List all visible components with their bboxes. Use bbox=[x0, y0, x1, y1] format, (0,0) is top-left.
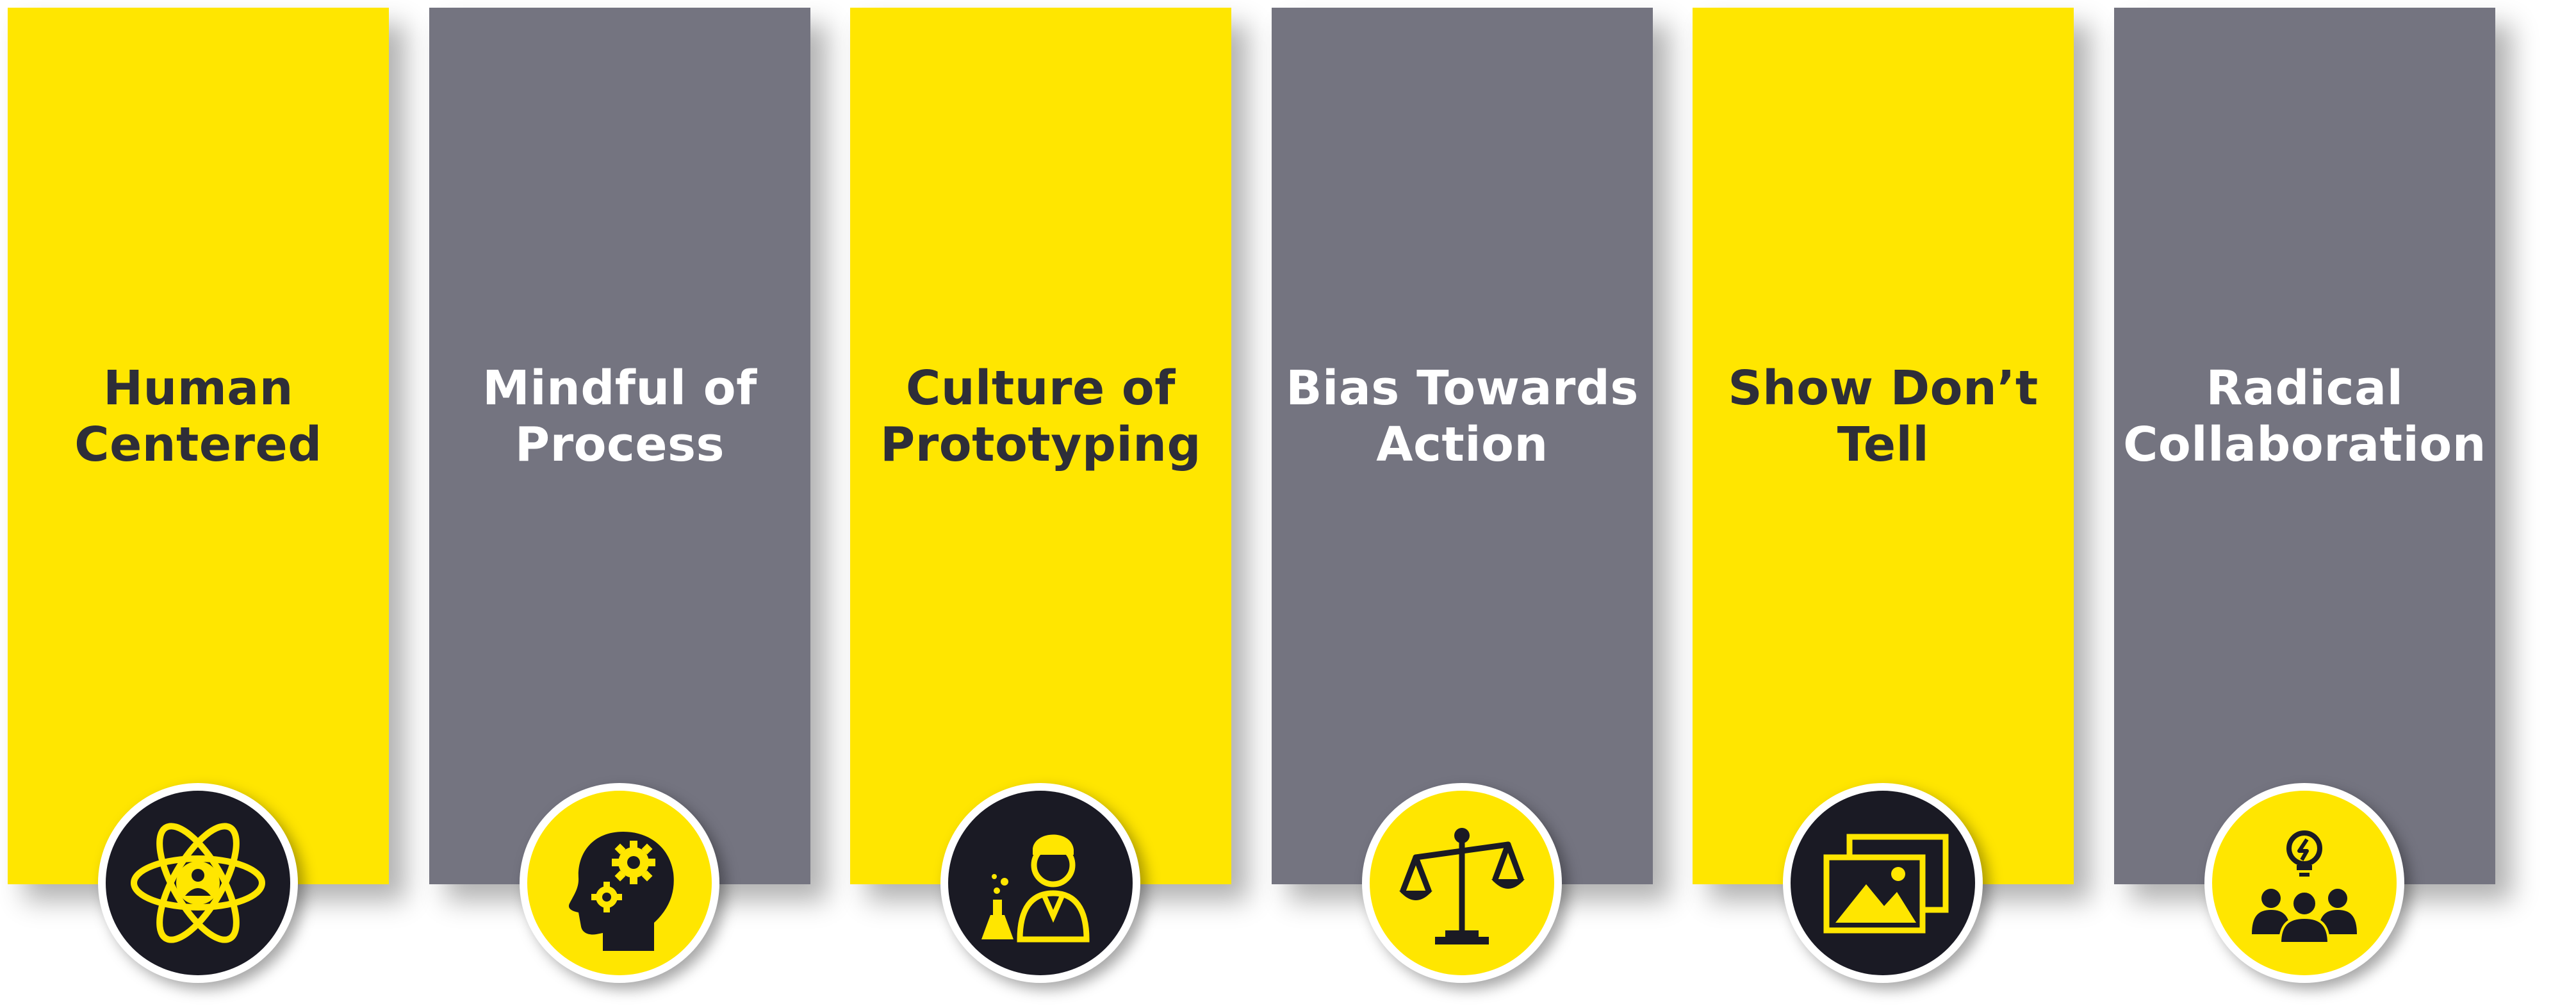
team-idea-icon bbox=[2252, 830, 2357, 944]
pillar-bias-towards-action: Bias Towards Action bbox=[1272, 8, 1653, 884]
image-gallery-icon bbox=[1823, 834, 1949, 934]
head-gears-icon bbox=[568, 832, 674, 951]
pillar-title: Bias Towards Action bbox=[1286, 361, 1639, 472]
balance-scale-icon bbox=[1399, 828, 1525, 944]
pillar-show-dont-tell: Show Don’t Tell bbox=[1693, 8, 2074, 884]
badge-bias-towards-action bbox=[1362, 783, 1562, 983]
pillar-title: Radical Collaboration bbox=[2123, 361, 2486, 472]
badge-culture-of-prototyping bbox=[940, 783, 1140, 983]
pillar-title: Show Don’t Tell bbox=[1728, 361, 2039, 472]
badge-radical-collaboration bbox=[2204, 783, 2404, 983]
pillar-culture-of-prototyping: Culture of Prototyping bbox=[850, 8, 1231, 884]
badge-show-dont-tell bbox=[1783, 783, 1983, 983]
pillar-title: Mindful of Process bbox=[482, 361, 757, 472]
badge-mindful-of-process bbox=[520, 783, 719, 983]
pillar-title: Human Centered bbox=[74, 361, 322, 472]
pillar-title: Culture of Prototyping bbox=[880, 361, 1201, 472]
scientist-flask-icon bbox=[981, 834, 1090, 943]
pillar-human-centered: Human Centered bbox=[8, 8, 389, 884]
pillar-radical-collaboration: Radical Collaboration bbox=[2114, 8, 2495, 884]
badge-human-centered bbox=[98, 783, 298, 983]
pillar-mindful-of-process: Mindful of Process bbox=[429, 8, 810, 884]
atom-person-icon bbox=[131, 823, 265, 943]
